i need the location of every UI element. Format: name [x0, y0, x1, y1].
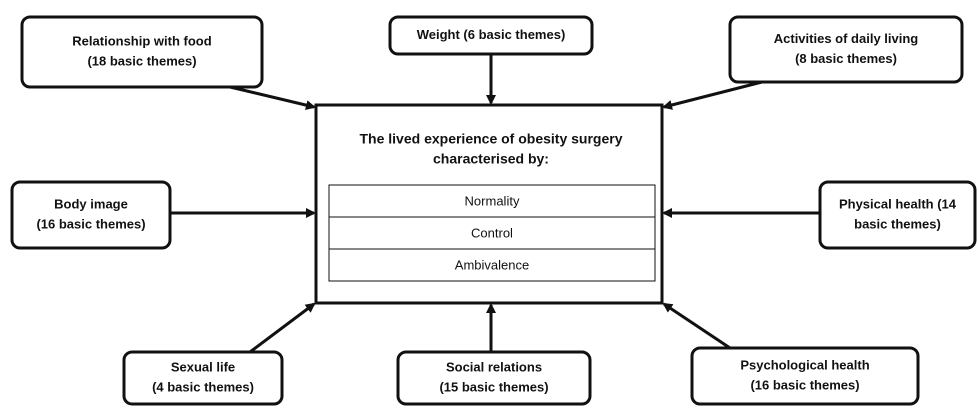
theme-box	[10, 180, 172, 250]
theme-label: (8 basic themes)	[795, 51, 897, 66]
theme-label: Body image	[54, 196, 128, 211]
theme-label: (15 basic themes)	[439, 379, 548, 394]
center-item-box	[328, 248, 656, 282]
theme-label: (16 basic themes)	[750, 377, 859, 392]
theme-label: Relationship with food	[72, 33, 211, 48]
theme-label: (18 basic themes)	[87, 53, 196, 68]
arrow	[662, 80, 763, 110]
center-item-box	[328, 216, 656, 250]
theme-label: Weight (6 basic themes)	[417, 27, 566, 42]
center-item: Normality	[465, 193, 520, 208]
center-item: Control	[471, 225, 513, 240]
theme-label: Activities of daily living	[774, 31, 919, 46]
theme-label: Social relations	[446, 359, 542, 374]
theme-box	[20, 15, 264, 89]
theme-label: Psychological health	[740, 357, 869, 372]
theme-box	[728, 15, 964, 84]
theme-label: Physical health (14	[839, 196, 957, 211]
arrow	[229, 85, 316, 111]
theme-box	[122, 350, 284, 406]
theme-box	[818, 180, 977, 250]
theme-label: (4 basic themes)	[152, 379, 254, 394]
theme-label: (16 basic themes)	[36, 216, 145, 231]
theme-label: Sexual life	[171, 359, 235, 374]
theme-label: basic themes)	[854, 216, 941, 231]
center-title: characterised by:	[433, 151, 549, 167]
arrow	[249, 302, 316, 354]
center-item: Ambivalence	[455, 257, 529, 272]
arrow	[662, 302, 731, 350]
center-title: The lived experience of obesity surgery	[360, 131, 623, 147]
theme-box	[396, 350, 592, 406]
center-item-box	[328, 184, 656, 218]
theme-box	[388, 15, 594, 56]
theme-box	[690, 346, 920, 406]
